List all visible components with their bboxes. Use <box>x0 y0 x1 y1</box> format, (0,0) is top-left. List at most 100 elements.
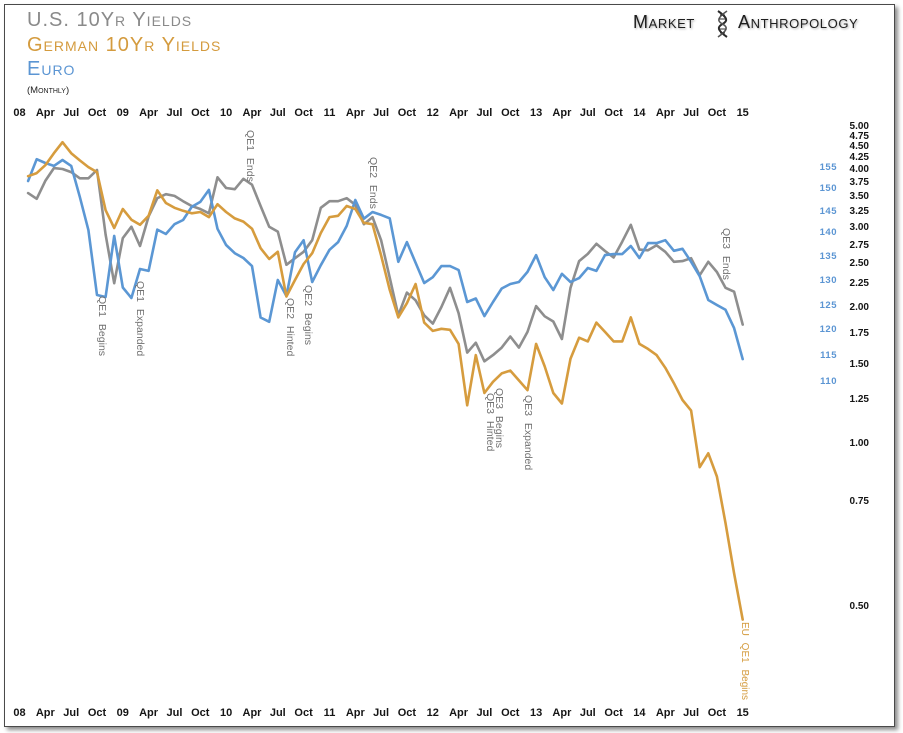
x-tick-label-top: Oct <box>294 107 313 119</box>
x-tick-label-bottom: Apr <box>552 707 572 719</box>
yield-tick-label: 2.75 <box>849 240 869 251</box>
euro-tick-label: 115 <box>820 350 837 361</box>
annotation-label: QE2 Begins <box>302 285 314 346</box>
x-tick-label-bottom: Oct <box>397 707 417 719</box>
yield-tick-label: 0.50 <box>849 601 869 612</box>
x-tick-label-top: Oct <box>604 107 623 119</box>
x-tick-label-top: Oct <box>87 107 107 119</box>
annotation-label: QE3 Begins <box>493 388 505 449</box>
yield-tick-label: 4.25 <box>849 152 869 163</box>
logo-text-market: Market <box>633 12 695 32</box>
x-tick-label-top: Oct <box>191 107 210 119</box>
chart-subtitle: (Monthly) <box>27 85 70 96</box>
x-tick-label-bottom: Apr <box>242 707 262 719</box>
x-tick-label-bottom: Apr <box>35 707 55 719</box>
x-tick-label-bottom: Oct <box>604 707 623 719</box>
x-tick-label-bottom: Apr <box>345 707 365 719</box>
x-tick-label-bottom: Jul <box>373 707 390 719</box>
yield-tick-label: 1.00 <box>849 438 869 449</box>
annotation-label: QE3 Ends <box>720 228 732 280</box>
x-tick-label-top: Jul <box>579 107 596 119</box>
x-tick-label-bottom: Oct <box>707 707 727 719</box>
annotation-label: QE3 Expanded <box>522 395 534 471</box>
yield-tick-label: 1.75 <box>849 328 869 339</box>
x-tick-label-bottom: Oct <box>87 707 107 719</box>
title-us-10yr-yields: U.S. 10Yr Yields <box>27 9 193 31</box>
euro-tick-label: 140 <box>819 227 837 238</box>
euro-tick-label: 120 <box>819 324 837 335</box>
x-tick-label-top: 11 <box>323 107 336 119</box>
series-line-u-s-10yr-yields <box>26 166 744 363</box>
x-tick-label-bottom: Jul <box>579 707 596 719</box>
annotation-label: QE2 Hinted <box>284 298 296 357</box>
yield-tick-label: 3.50 <box>849 191 869 202</box>
yield-tick-label: 4.50 <box>849 141 869 152</box>
x-tick-label-top: Apr <box>552 107 572 119</box>
x-tick-label-bottom: Apr <box>655 707 675 719</box>
x-tick-label-top: Oct <box>501 107 520 119</box>
chart-frame <box>4 4 895 727</box>
annotation-label-eu-qe1: EU QE1 Begins <box>739 622 750 701</box>
x-tick-label-top: 12 <box>426 107 439 119</box>
yield-tick-label: 2.50 <box>849 258 869 269</box>
logo-text-anthropology: Anthropology <box>738 12 859 32</box>
x-tick-label-top: Jul <box>63 107 80 119</box>
annotation-label: QE3 Hinted <box>484 393 496 452</box>
x-tick-label-top: Jul <box>269 107 286 119</box>
x-tick-label-top: 15 <box>736 107 749 119</box>
euro-tick-label: 145 <box>819 206 837 217</box>
x-tick-label-bottom: Jul <box>683 707 700 719</box>
annotation-label: QE2 Ends <box>367 157 379 209</box>
euro-tick-label: 110 <box>820 376 837 387</box>
yield-tick-label: 3.75 <box>849 177 869 188</box>
title-german-10yr-yields: German 10Yr Yields <box>27 34 222 56</box>
annotation-label: QE1 Begins <box>96 296 108 357</box>
x-tick-label-top: Jul <box>683 107 700 119</box>
x-tick-label-top: Jul <box>476 107 493 119</box>
x-tick-label-bottom: Jul <box>269 707 286 719</box>
yield-tick-label: 3.00 <box>849 222 869 233</box>
euro-tick-label: 155 <box>819 162 837 173</box>
euro-tick-label: 135 <box>819 251 837 262</box>
euro-tick-label: 130 <box>819 275 837 286</box>
yield-tick-label: 2.25 <box>849 278 869 289</box>
x-tick-label-bottom: Jul <box>166 707 183 719</box>
annotation-label: QE1 Ends <box>244 130 256 182</box>
x-tick-label-top: Oct <box>397 107 417 119</box>
x-tick-label-bottom: 14 <box>633 707 646 719</box>
euro-tick-label: 125 <box>819 300 837 311</box>
x-tick-label-top: Apr <box>242 107 262 119</box>
x-tick-label-bottom: Apr <box>139 707 159 719</box>
x-tick-label-top: Oct <box>707 107 727 119</box>
x-tick-label-bottom: 15 <box>736 707 749 719</box>
dna-icon <box>717 10 728 38</box>
x-tick-label-bottom: Oct <box>191 707 210 719</box>
annotation-label: QE1 Expanded <box>134 281 146 357</box>
x-tick-label-top: 14 <box>633 107 646 119</box>
yield-tick-label: 5.00 <box>849 121 869 132</box>
yield-tick-label: 0.75 <box>849 496 869 507</box>
x-tick-label-top: 09 <box>116 107 129 119</box>
x-tick-label-bottom: 13 <box>529 707 543 719</box>
x-tick-label-bottom: Jul <box>63 707 80 719</box>
yield-tick-label: 1.50 <box>849 359 869 370</box>
series-line-german-10yr-yields <box>26 140 744 621</box>
title-euro: Euro <box>27 58 76 80</box>
euro-tick-label: 150 <box>819 183 837 194</box>
x-tick-label-top: 13 <box>529 107 543 119</box>
series-line-euro <box>26 157 744 361</box>
x-tick-label-bottom: 10 <box>219 707 233 719</box>
x-tick-label-bottom: 11 <box>323 707 336 719</box>
yield-tick-label: 4.00 <box>849 164 869 175</box>
x-tick-label-top: Apr <box>345 107 365 119</box>
x-tick-label-top: 10 <box>219 107 233 119</box>
x-tick-label-top: Jul <box>373 107 390 119</box>
x-tick-label-top: Jul <box>166 107 183 119</box>
x-tick-label-bottom: Oct <box>294 707 313 719</box>
yield-tick-label: 3.25 <box>849 206 869 217</box>
yield-tick-label: 1.25 <box>849 394 869 405</box>
x-tick-label-bottom: Apr <box>449 707 469 719</box>
x-tick-label-bottom: Oct <box>501 707 520 719</box>
